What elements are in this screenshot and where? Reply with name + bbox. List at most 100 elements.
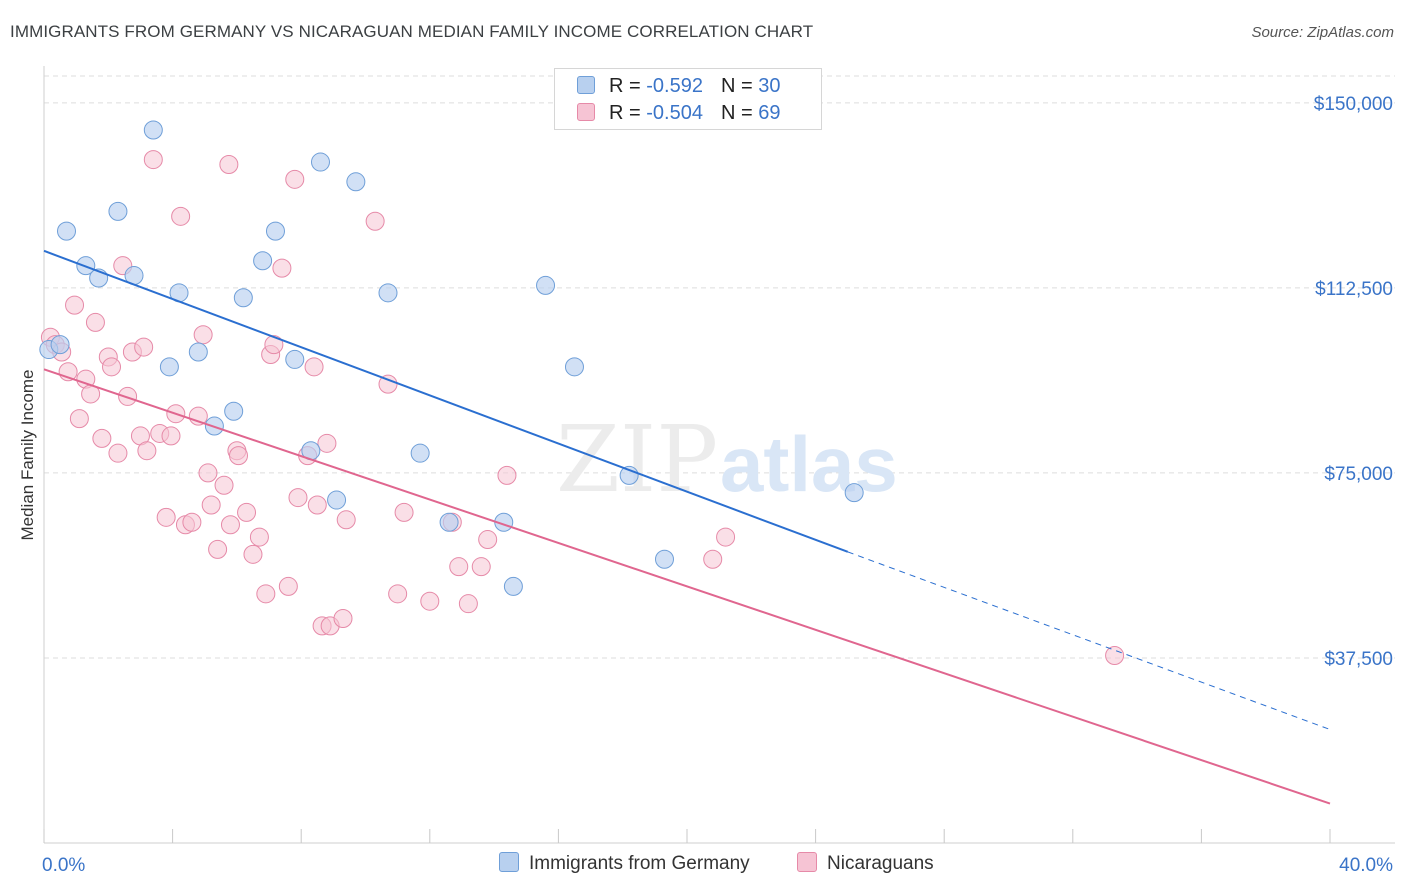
germany-point: [310, 152, 330, 172]
x-tick-label-max: 40.0%: [1339, 855, 1393, 876]
germany-trend-extension: [847, 551, 1331, 730]
nicaraguan-point: [85, 312, 105, 332]
nicaraguan-point: [171, 206, 191, 226]
nicaraguan-point: [108, 443, 128, 463]
y-tick-label: $112,500: [1315, 279, 1393, 300]
nicaraguan-point: [285, 169, 305, 189]
nicaraguan-point: [220, 515, 240, 535]
nicaraguan-point: [214, 475, 234, 495]
axes: [43, 66, 1395, 844]
nicaraguan-point: [449, 557, 469, 577]
germany-point: [844, 483, 864, 503]
legend-n-value-germany: 30: [758, 75, 781, 97]
y-tick-label: $37,500: [1324, 649, 1393, 670]
germany-points: [39, 120, 864, 596]
legend-r-label-germany: R =: [609, 75, 647, 97]
germany-point: [50, 335, 70, 355]
nicaraguans-swatch: [577, 103, 595, 121]
germany-point: [378, 283, 398, 303]
nicaraguan-point: [182, 512, 202, 532]
nicaraguan-point: [388, 584, 408, 604]
germany-point: [327, 490, 347, 510]
nicaraguan-point: [1105, 645, 1125, 665]
nicaraguan-point: [272, 258, 292, 278]
series-legend-germany-swatch: [499, 852, 519, 872]
y-tick-label: $75,000: [1324, 464, 1393, 485]
chart-source: Source: ZipAtlas.com: [1251, 24, 1394, 41]
nicaraguans-points: [40, 150, 1125, 665]
nicaraguan-point: [65, 295, 85, 315]
germany-point: [224, 401, 244, 421]
legend-n-label-germany: N =: [720, 75, 759, 97]
nicaraguan-point: [304, 357, 324, 377]
x-tick-label-min: 0.0%: [42, 855, 85, 876]
nicaraguan-point: [219, 155, 239, 175]
legend-row-germany: R = -0.592 N = 30: [577, 75, 780, 99]
nicaraguan-point: [256, 584, 276, 604]
germany-point: [143, 120, 163, 140]
nicaraguan-point: [317, 433, 337, 453]
germany-point: [253, 251, 273, 271]
nicaraguan-point: [497, 465, 517, 485]
germany-point: [159, 357, 179, 377]
germany-point: [536, 275, 556, 295]
nicaraguan-point: [208, 539, 228, 559]
nicaraguan-point: [237, 502, 257, 522]
nicaraguan-point: [249, 527, 269, 547]
tick-labels: $37,500 $75,000 $112,500 $150,000 0.0% 40.0%: [42, 94, 1393, 876]
nicaraguan-point: [264, 335, 284, 355]
watermark-atlas: atlas: [720, 420, 898, 508]
series-legend-nicaraguans-label: Nicaraguans: [827, 853, 934, 874]
germany-trend-line: [43, 249, 849, 553]
legend-r-label-nicaraguans: R =: [609, 102, 647, 124]
chart-title: IMMIGRANTS FROM GERMANY VS NICARAGUAN ME…: [10, 22, 814, 41]
watermark-zip: ZIP: [556, 406, 718, 513]
nicaraguan-point: [471, 557, 491, 577]
nicaraguan-point: [193, 325, 213, 345]
germany-point: [188, 342, 208, 362]
nicaraguan-point: [307, 495, 327, 515]
germany-swatch: [577, 76, 595, 94]
nicaraguan-point: [336, 510, 356, 530]
germany-point: [265, 221, 285, 241]
nicaraguan-point: [137, 441, 157, 461]
nicaraguan-point: [198, 463, 218, 483]
nicaraguan-point: [102, 357, 122, 377]
legend-r-value-nicaraguans: -0.504: [646, 102, 703, 124]
series-legend-nicaraguans-swatch: [797, 852, 817, 872]
nicaraguan-point: [134, 337, 154, 357]
gridlines: [44, 75, 1395, 659]
nicaraguan-point: [333, 608, 353, 628]
nicaraguan-point: [288, 488, 308, 508]
nicaraguan-point: [143, 150, 163, 170]
germany-point: [564, 357, 584, 377]
legend-n-value-nicaraguans: 69: [758, 102, 781, 124]
nicaraguan-point: [243, 544, 263, 564]
legend-row-nicaraguans: R = -0.504 N = 69: [577, 102, 780, 126]
nicaraguan-point: [161, 426, 181, 446]
trend-lines: [43, 249, 1331, 805]
nicaraguan-point: [229, 446, 249, 466]
nicaraguan-point: [716, 527, 736, 547]
nicaraguan-point: [118, 386, 138, 406]
nicaraguan-point: [156, 507, 176, 527]
nicaraguan-point: [92, 428, 112, 448]
germany-point: [108, 201, 128, 221]
series-legend-nicaraguans: Nicaraguans: [797, 852, 934, 875]
legend-r-value-germany: -0.592: [646, 75, 703, 97]
germany-point: [654, 549, 674, 569]
series-legend-germany: Immigrants from Germany: [499, 852, 750, 875]
germany-point: [285, 349, 305, 369]
germany-point: [57, 221, 77, 241]
germany-point: [439, 512, 459, 532]
germany-point: [503, 576, 523, 596]
series-legend-germany-label: Immigrants from Germany: [529, 853, 750, 874]
germany-point: [346, 172, 366, 192]
nicaraguan-point: [69, 409, 89, 429]
watermark: ZIP atlas: [556, 406, 898, 513]
nicaraguan-point: [420, 591, 440, 611]
correlation-legend: R = -0.592 N = 30 R = -0.504 N = 69: [554, 68, 822, 130]
germany-point: [410, 443, 430, 463]
nicaraguan-point: [394, 502, 414, 522]
nicaraguan-point: [703, 549, 723, 569]
